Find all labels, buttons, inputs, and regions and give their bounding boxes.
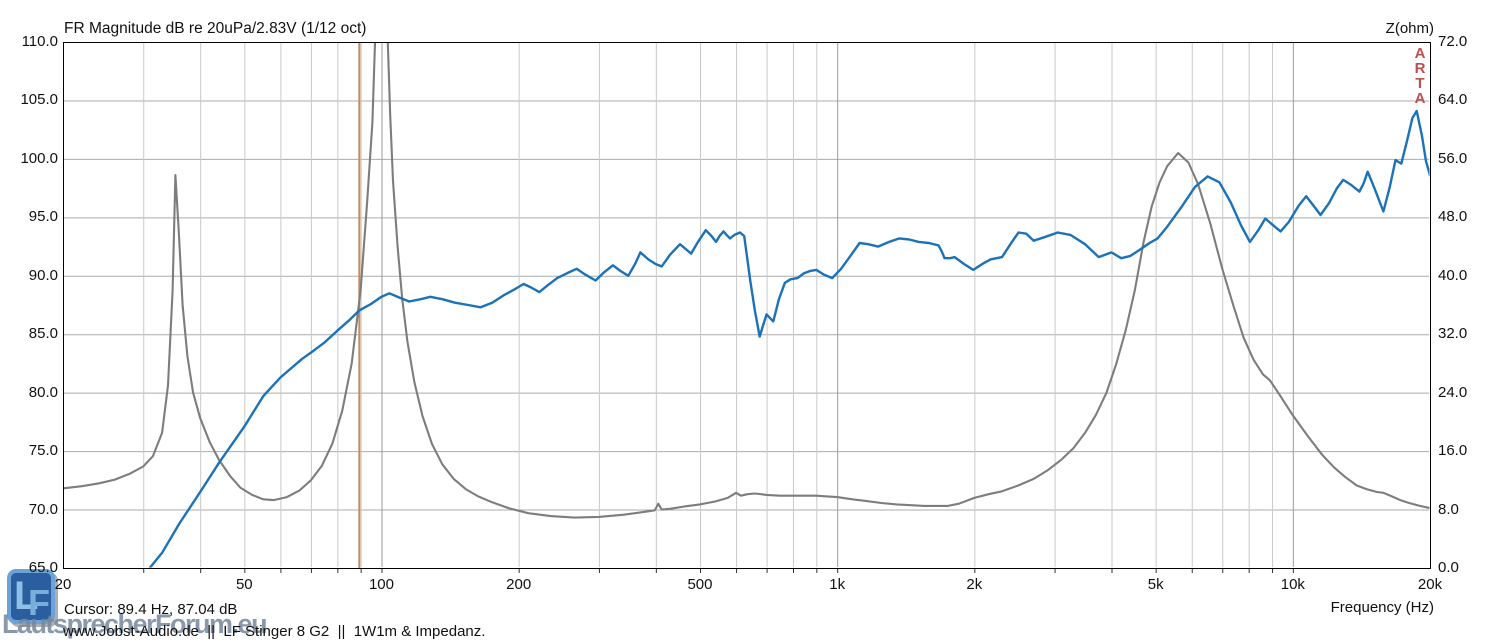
arta-logo-letter: T	[1415, 75, 1425, 92]
y-axis-left-tick-label: 70.0	[28, 500, 58, 518]
x-axis-tick-label: 1k	[829, 576, 846, 593]
plot-border	[63, 42, 1431, 569]
y-axis-left-tick-label: 85.0	[28, 325, 58, 343]
y-axis-right-tick-label: 64.0	[1438, 91, 1468, 109]
y-axis-right-tick-label: 0.0	[1438, 559, 1459, 576]
measurement-caption: www.Jobst-Audio.de || LF Stinger 8 G2 ||…	[63, 623, 486, 640]
x-axis-tick-label: 20k	[1417, 576, 1443, 593]
y-axis-left-tick-label: 105.0	[20, 91, 58, 109]
y-axis-right-tick-label: 32.0	[1438, 325, 1468, 343]
y-axis-right-tick-label: 48.0	[1438, 208, 1468, 226]
y-axis-left-tick-label: 75.0	[28, 442, 58, 460]
y-axis-right-tick-label: 16.0	[1438, 442, 1468, 460]
x-axis-tick-label: 10k	[1280, 576, 1305, 593]
arta-logo-letter: A	[1414, 45, 1426, 62]
y-axis-right-tick-label: 56.0	[1438, 149, 1468, 167]
arta-logo-letter: R	[1414, 60, 1426, 77]
x-axis-tick-label: 2k	[966, 576, 983, 593]
x-axis-tick-label: 5k	[1147, 576, 1164, 593]
y-axis-right-tick-label: 24.0	[1438, 383, 1468, 401]
logo-letter: F	[28, 582, 50, 623]
right-axis-title: Z(ohm)	[1385, 20, 1434, 37]
x-axis-tick-label: 100	[368, 576, 394, 593]
chart-title: FR Magnitude dB re 20uPa/2.83V (1/12 oct…	[64, 20, 367, 37]
cursor-readout: Cursor: 89.4 Hz, 87.04 dB	[64, 601, 238, 618]
y-axis-right-tick-label: 72.0	[1438, 33, 1468, 50]
lautsprecherforum-logo-icon: L F	[7, 569, 55, 624]
logo-letter: L	[14, 574, 39, 618]
arta-logo-letter: A	[1414, 90, 1426, 107]
y-axis-left-tick-label: 65.0	[28, 559, 58, 576]
x-axis-tick-label: 200	[506, 576, 532, 593]
watermark-text: LautsprecherForum.eu	[2, 609, 268, 639]
frequency-response-curve	[148, 109, 1430, 568]
impedance-curve	[63, 42, 1430, 519]
x-axis-title: Frequency (Hz)	[1330, 599, 1434, 616]
x-axis-tick-label: 20	[54, 576, 72, 593]
x-axis-tick-label: 50	[235, 576, 253, 593]
y-axis-right-tick-label: 40.0	[1438, 266, 1468, 284]
y-axis-left-tick-label: 80.0	[28, 383, 58, 401]
y-axis-left-tick-label: 100.0	[20, 149, 58, 167]
y-axis-right-tick-label: 8.0	[1438, 500, 1459, 518]
y-axis-left-tick-label: 110.0	[21, 33, 58, 50]
x-axis-tick-label: 500	[687, 576, 713, 593]
y-axis-left-tick-label: 90.0	[28, 266, 58, 284]
y-axis-left-tick-label: 95.0	[28, 208, 58, 226]
